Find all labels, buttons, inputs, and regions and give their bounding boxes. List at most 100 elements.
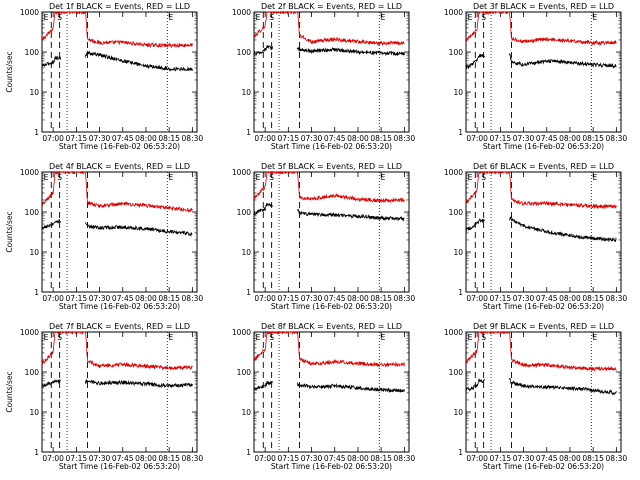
chart-1-frame — [41, 11, 198, 133]
chart-1-xtick-label: 07:45 — [112, 134, 134, 143]
chart-6-ytick-label: 10 — [453, 248, 463, 257]
chart-6-xtick-label: 07:15 — [490, 294, 512, 303]
chart-5-end-marker: E — [381, 173, 386, 182]
chart-1-xtick-label: 07:30 — [89, 134, 111, 143]
chart-7-title: Det 7f BLACK = Events, RED = LLD — [49, 322, 190, 331]
chart-2-title: Det 2f BLACK = Events, RED = LLD — [261, 2, 402, 11]
chart-2-end-marker-left: E — [256, 13, 261, 22]
chart-4-end-marker: E — [169, 173, 174, 182]
chart-3-ytick-label: 1 — [458, 128, 463, 137]
chart-7-ytick-label: 10 — [29, 408, 39, 417]
chart-2-xtick-label: 07:30 — [301, 134, 323, 143]
chart-6-xtick-label: 08:15 — [582, 294, 604, 303]
chart-5-end-marker-left: E — [256, 173, 261, 182]
chart-6-xlabel: Start Time (16-Feb-02 06:53:20) — [483, 302, 604, 311]
chart-1-title: Det 1f BLACK = Events, RED = LLD — [49, 2, 190, 11]
chart-8-start-marker: S — [269, 333, 274, 342]
chart-6-xtick-label: 07:30 — [513, 294, 535, 303]
chart-2-end-marker: E — [381, 13, 386, 22]
chart-5-ytick-label: 100 — [237, 208, 252, 217]
chart-3-ytick-label: 1000 — [444, 8, 463, 17]
chart-9-frame — [465, 331, 622, 453]
chart-5-xtick-label: 07:30 — [301, 294, 323, 303]
chart-2: Det 2f BLACK = Events, RED = LLD 1 10 100 10… — [232, 2, 415, 151]
chart-4-xtick-label: 08:15 — [158, 294, 180, 303]
chart-1-end-marker-left: E — [44, 13, 49, 22]
chart-4-xtick-label: 08:00 — [135, 294, 157, 303]
chart-8-ytick-label: 1 — [246, 448, 251, 457]
chart-1-xtick-label: 07:00 — [42, 134, 64, 143]
chart-8: Det 8f BLACK = Events, RED = LLD 1 10 100 10… — [232, 322, 415, 471]
chart-9-end-marker: E — [593, 333, 598, 342]
chart-7-ytick-label: 1000 — [20, 328, 39, 337]
chart-7-ytick-label: 100 — [25, 368, 40, 377]
chart-8-series-lld — [253, 330, 405, 368]
chart-1-start-marker: S — [57, 13, 62, 22]
chart-8-ytick-label: 100 — [237, 368, 252, 377]
chart-2-xtick-label: 07:00 — [254, 134, 276, 143]
chart-3-title: Det 3f BLACK = Events, RED = LLD — [473, 2, 614, 11]
chart-9-xtick-label: 08:15 — [582, 454, 604, 463]
chart-6-ytick-label: 1 — [458, 288, 463, 297]
chart-4-ylabel: Counts/sec — [5, 211, 14, 252]
chart-4-xtick-label: 07:00 — [42, 294, 64, 303]
chart-6-end-marker: E — [593, 173, 598, 182]
chart-4-series-events — [41, 218, 193, 238]
chart-5-start-marker: S — [269, 173, 274, 182]
chart-2-xtick-label: 07:15 — [278, 134, 300, 143]
chart-4-xlabel: Start Time (16-Feb-02 06:53:20) — [59, 302, 180, 311]
chart-2-ytick-label: 100 — [237, 48, 252, 57]
chart-9-xtick-label: 07:00 — [466, 454, 488, 463]
chart-1-ytick-label: 10 — [29, 88, 39, 97]
chart-9-ytick-label: 100 — [449, 368, 464, 377]
chart-7-frame — [41, 331, 198, 453]
chart-4-xtick-label: 08:30 — [182, 294, 204, 303]
chart-7-xtick-label: 07:45 — [112, 454, 134, 463]
chart-3: Det 3f BLACK = Events, RED = LLD 1 10 100 10… — [444, 2, 627, 151]
chart-8-title: Det 8f BLACK = Events, RED = LLD — [261, 322, 402, 331]
chart-9-xlabel: Start Time (16-Feb-02 06:53:20) — [483, 462, 604, 471]
chart-7-xtick-label: 08:15 — [158, 454, 180, 463]
chart-5-series-lld — [253, 170, 405, 204]
chart-9-xtick-label: 07:15 — [490, 454, 512, 463]
chart-8-series-events — [253, 380, 405, 394]
chart-4-ytick-label: 100 — [25, 208, 40, 217]
chart-6-start-marker: S — [481, 173, 486, 182]
chart-6-series-lld — [465, 170, 617, 210]
chart-5-xtick-label: 07:15 — [278, 294, 300, 303]
chart-6-xtick-label: 07:45 — [536, 294, 558, 303]
chart-2-start-marker: S — [269, 13, 274, 22]
chart-2-series-events — [253, 44, 405, 57]
chart-5-series-events — [253, 202, 405, 222]
chart-1-ytick-label: 1000 — [20, 8, 39, 17]
chart-9-ytick-label: 1 — [458, 448, 463, 457]
chart-7-xtick-label: 07:15 — [66, 454, 88, 463]
chart-8-xtick-label: 08:30 — [394, 454, 416, 463]
chart-5-frame — [253, 171, 410, 293]
chart-9-xtick-label: 08:00 — [559, 454, 581, 463]
chart-5-xtick-label: 08:00 — [347, 294, 369, 303]
chart-7-end-marker-left: E — [44, 333, 49, 342]
chart-6-xtick-label: 07:00 — [466, 294, 488, 303]
chart-2-series-lld — [253, 10, 405, 47]
chart-6-frame — [465, 171, 622, 293]
chart-1-xtick-label: 07:15 — [66, 134, 88, 143]
chart-8-ytick-label: 1000 — [232, 328, 251, 337]
chart-7-ytick-label: 1 — [34, 448, 39, 457]
chart-4: Det 4f BLACK = Events, RED = LLD 1 10 100 10… — [5, 162, 203, 311]
chart-1-end-marker: E — [169, 13, 174, 22]
chart-3-xtick-label: 08:15 — [582, 134, 604, 143]
chart-2-xtick-label: 08:15 — [370, 134, 392, 143]
chart-3-xtick-label: 08:30 — [606, 134, 628, 143]
chart-2-xtick-label: 08:30 — [394, 134, 416, 143]
chart-2-xlabel: Start Time (16-Feb-02 06:53:20) — [271, 142, 392, 151]
chart-4-start-marker: S — [57, 173, 62, 182]
chart-8-xtick-label: 07:45 — [324, 454, 346, 463]
chart-6-end-marker-left: E — [468, 173, 473, 182]
chart-4-title: Det 4f BLACK = Events, RED = LLD — [49, 162, 190, 171]
chart-4-xtick-label: 07:15 — [66, 294, 88, 303]
chart-7-series-lld — [41, 330, 193, 371]
chart-9: Det 9f BLACK = Events, RED = LLD 1 10 100 10… — [444, 322, 627, 471]
chart-5-title: Det 5f BLACK = Events, RED = LLD — [261, 162, 402, 171]
chart-8-end-marker: E — [381, 333, 386, 342]
